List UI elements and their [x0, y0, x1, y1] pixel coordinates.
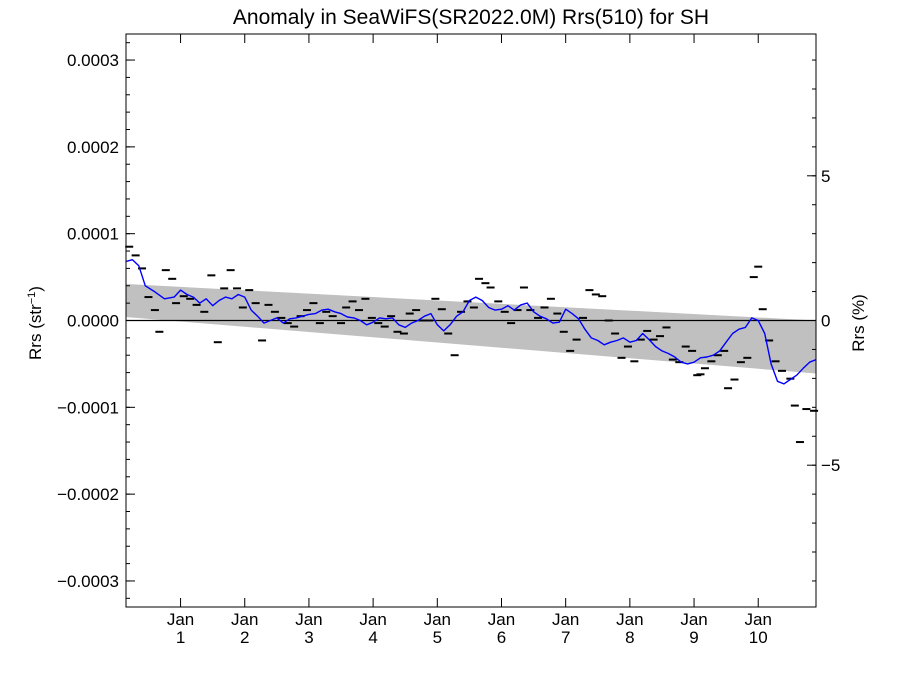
x-tick-label-year: 10: [749, 628, 768, 647]
x-tick-label-month: Jan: [167, 610, 194, 629]
x-tick-label-month: Jan: [616, 610, 643, 629]
x-tick-label-year: 3: [304, 628, 313, 647]
y-tick-label: 0.0003: [67, 51, 119, 70]
y-axis-label: Rrs (str−1): [26, 286, 45, 360]
x-tick-label-year: 7: [561, 628, 570, 647]
x-tick-label-month: Jan: [680, 610, 707, 629]
x-tick-label-year: 1: [176, 628, 185, 647]
y2-axis-label: Rrs (%): [849, 294, 868, 352]
x-tick-label-month: Jan: [745, 610, 772, 629]
confidence-band-layer: [126, 284, 816, 374]
chart-title: Anomaly in SeaWiFS(SR2022.0M) Rrs(510) f…: [233, 6, 709, 29]
x-tick-label-year: 6: [497, 628, 506, 647]
x-tick-label-month: Jan: [424, 610, 451, 629]
axes-layer: 0.0003 0.0002 0.0001 0.0000 −0.0001 −0.0002 −0…: [57, 33, 840, 647]
y-tick-label: −0.0001: [57, 398, 119, 417]
x-tick-label-year: 8: [625, 628, 634, 647]
x-tick-label-year: 9: [689, 628, 698, 647]
y2-tick-label: 5: [821, 167, 830, 186]
x-tick-label-year: 2: [240, 628, 249, 647]
x-tick-label-month: Jan: [488, 610, 515, 629]
x-tick-label-month: Jan: [552, 610, 579, 629]
x-tick-label-month: Jan: [295, 610, 322, 629]
x-tick-label-year: 4: [368, 628, 377, 647]
x-tick-label-year: 5: [433, 628, 442, 647]
x-tick-label-month: Jan: [359, 610, 386, 629]
y2-tick-label: 0: [821, 312, 830, 331]
y-tick-label: −0.0002: [57, 485, 119, 504]
confidence-band: [126, 284, 816, 374]
y-tick-label: 0.0001: [67, 225, 119, 244]
y2-tick-label: −5: [821, 456, 840, 475]
y-tick-label: 0.0000: [67, 312, 119, 331]
smoothed-series-line: [125, 259, 817, 385]
y-axis-label-superscript: −1: [26, 292, 38, 305]
x-tick-label-month: Jan: [231, 610, 258, 629]
y-tick-label: 0.0002: [67, 138, 119, 157]
smoothed-line-layer: [125, 259, 817, 385]
y-tick-label: −0.0003: [57, 572, 119, 591]
